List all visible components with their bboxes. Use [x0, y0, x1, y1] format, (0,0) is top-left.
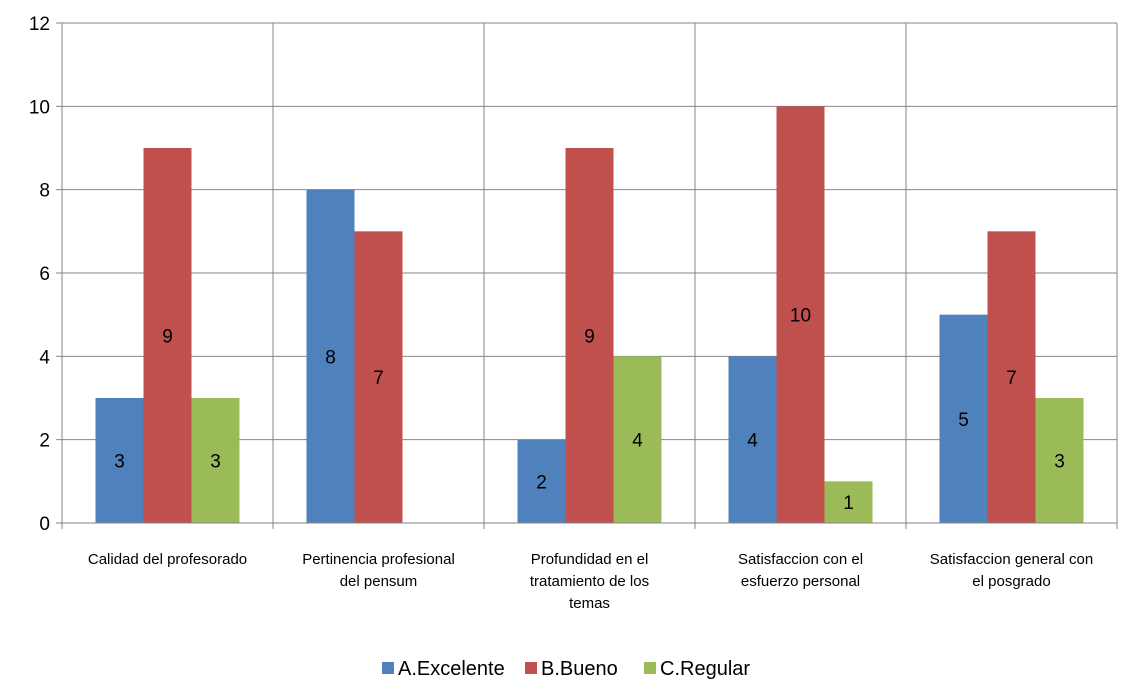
data-label: 7	[373, 368, 384, 389]
y-tick-label: 12	[29, 14, 50, 35]
bars	[96, 106, 1084, 523]
category-label: Profundidad en el tratamiento de los temas	[530, 551, 649, 612]
legend: A.Excelente B.Bueno C.Regular	[382, 658, 750, 680]
data-label: 3	[1054, 452, 1065, 473]
data-label: 2	[536, 472, 547, 493]
y-tick-label: 0	[39, 514, 50, 535]
data-label: 4	[632, 431, 643, 452]
data-label: 9	[584, 327, 595, 348]
y-tick-labels: 0 2 4 6 8 10 12	[29, 14, 51, 535]
legend-label: C.Regular	[660, 658, 750, 680]
legend-swatch	[644, 662, 656, 674]
data-label: 10	[790, 306, 811, 327]
data-label: 5	[958, 410, 969, 431]
data-label: 8	[325, 347, 336, 368]
legend-label: B.Bueno	[541, 658, 618, 680]
data-label: 1	[843, 493, 854, 514]
data-label: 7	[1006, 368, 1017, 389]
data-label: 4	[747, 431, 758, 452]
data-label: 3	[114, 452, 125, 473]
data-label: 3	[210, 452, 221, 473]
category-label: Satisfaccion con el esfuerzo personal	[738, 551, 863, 590]
legend-swatch	[382, 662, 394, 674]
y-tick-label: 2	[39, 431, 50, 452]
category-labels: Calidad del profesorado Pertinencia profe…	[88, 551, 1093, 612]
legend-swatch	[525, 662, 537, 674]
category-label: Calidad del profesorado	[88, 551, 247, 568]
category-label: Pertinencia profesional del pensum	[302, 551, 455, 590]
y-tick-label: 4	[39, 347, 50, 368]
y-tick-label: 8	[39, 181, 50, 202]
category-label: Satisfaccion general con el posgrado	[930, 551, 1093, 590]
data-label: 9	[162, 327, 173, 348]
y-tick-label: 10	[29, 97, 50, 118]
y-tick-label: 6	[39, 264, 50, 285]
legend-label: A.Excelente	[398, 658, 505, 680]
